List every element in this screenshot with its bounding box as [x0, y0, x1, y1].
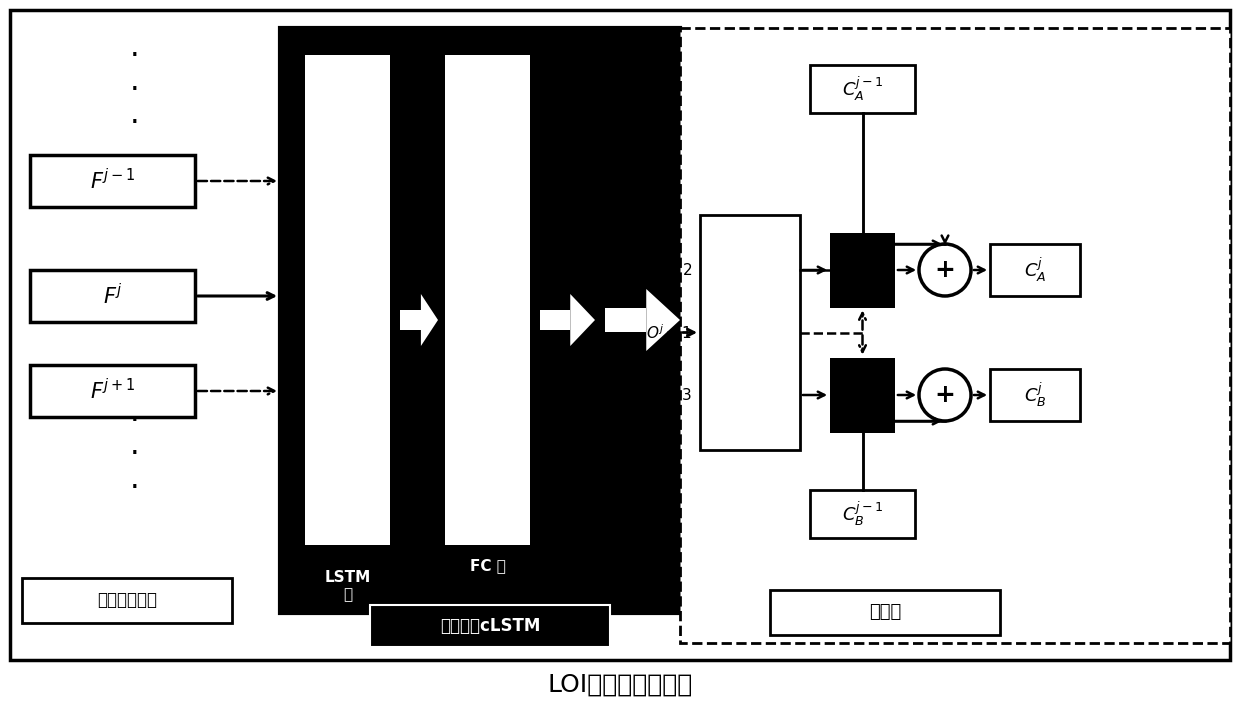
Text: $F^{j-1}$: $F^{j-1}$: [89, 169, 135, 194]
Text: $O^j=2$: $O^j=2$: [646, 261, 692, 279]
Bar: [30, 155, 195, 207]
Bar: [810, 490, 915, 538]
Bar: [990, 369, 1080, 421]
Text: LSTM
层: LSTM 层: [325, 570, 371, 602]
Text: +: +: [935, 383, 956, 407]
Text: $O^j=1$: $O^j=1$: [646, 323, 692, 342]
Bar: [810, 65, 915, 113]
Bar: [990, 244, 1080, 296]
Text: $C_B^{j}$: $C_B^{j}$: [1024, 381, 1047, 409]
Polygon shape: [646, 289, 680, 351]
Bar: [680, 28, 1230, 643]
Polygon shape: [570, 294, 595, 346]
Bar: [770, 590, 999, 635]
Text: +: +: [935, 258, 956, 282]
Bar: [605, 308, 646, 332]
Bar: [830, 233, 895, 308]
Text: FC 层: FC 层: [470, 558, 506, 573]
Text: $F^{j+1}$: $F^{j+1}$: [89, 378, 135, 404]
Text: 计数网络cLSTM: 计数网络cLSTM: [440, 617, 541, 635]
Text: $C_B^{j-1}$: $C_B^{j-1}$: [842, 500, 883, 528]
Bar: [830, 357, 895, 432]
Bar: [305, 55, 391, 545]
Text: $C_A^{j-1}$: $C_A^{j-1}$: [842, 75, 883, 103]
Circle shape: [919, 369, 971, 421]
Text: 时空计数特征: 时空计数特征: [97, 591, 157, 609]
Text: ·
·
·: · · ·: [130, 407, 140, 503]
Text: $C_A^{j}$: $C_A^{j}$: [1024, 256, 1047, 284]
Bar: [401, 310, 420, 330]
Text: $O^j=3$: $O^j=3$: [646, 386, 692, 404]
Bar: [30, 365, 195, 417]
Text: $F^{j}$: $F^{j}$: [103, 283, 123, 308]
Bar: [445, 55, 529, 545]
Bar: [539, 310, 570, 330]
Polygon shape: [420, 294, 438, 346]
Bar: [701, 215, 800, 450]
Bar: [280, 28, 680, 613]
Text: ·
·
·: · · ·: [130, 42, 140, 138]
Text: LOI计数模型结构图: LOI计数模型结构图: [547, 673, 693, 697]
Circle shape: [919, 244, 971, 296]
Bar: [22, 578, 232, 623]
Bar: [370, 605, 610, 647]
Text: 累加器: 累加器: [869, 603, 901, 621]
Bar: [30, 270, 195, 322]
